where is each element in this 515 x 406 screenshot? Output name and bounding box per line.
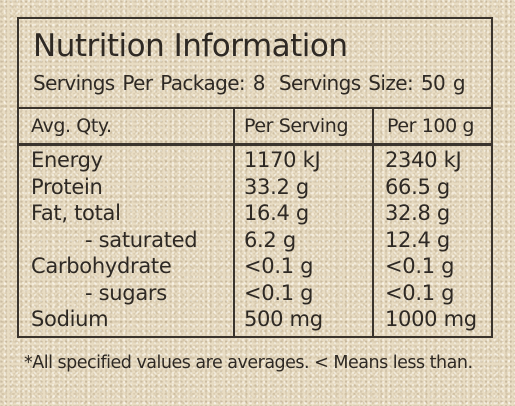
- nutrient-label: - saturated: [85, 227, 198, 252]
- table-row: Carbohydrate <0.1 g <0.1 g: [19, 253, 491, 279]
- table-row: Energy 1170 kJ 2340 kJ: [19, 147, 491, 173]
- per-100g-value: 1000 mg: [385, 307, 477, 331]
- per-100g-value: 66.5 g: [385, 174, 450, 199]
- per-100g-value: 2340 kJ: [385, 148, 462, 172]
- per-serving-value: <0.1 g: [244, 254, 314, 278]
- serving-size: Servings Size: 50 g: [278, 71, 466, 95]
- nutrient-label: Energy: [31, 148, 103, 172]
- per-100g-value: 12.4 g: [385, 227, 450, 252]
- divider-top: [19, 107, 491, 109]
- footnote: *All specified values are averages. < Me…: [24, 353, 473, 373]
- nutrient-label: Fat, total: [31, 201, 121, 225]
- header-per-100g: Per 100 g: [387, 115, 475, 137]
- servings-line: Servings Per Package: 8 Servings Size: 50…: [33, 70, 466, 96]
- nutrient-label: - sugars: [85, 280, 167, 305]
- table-row: Sodium 500 mg 1000 mg: [19, 306, 491, 332]
- column-divider-2: [372, 108, 374, 338]
- nutrition-panel: Nutrition Information Servings Per Packa…: [17, 17, 493, 338]
- per-serving-value: <0.1 g: [244, 280, 314, 305]
- per-serving-value: 1170 kJ: [244, 148, 321, 172]
- per-serving-value: 500 mg: [244, 307, 323, 331]
- table-row: Fat, total 16.4 g 32.8 g: [19, 200, 491, 226]
- nutrient-label: Carbohydrate: [31, 254, 172, 278]
- divider-header: [19, 143, 491, 146]
- per-serving-value: 16.4 g: [244, 201, 309, 225]
- table-row: Protein 33.2 g 66.5 g: [19, 174, 491, 200]
- per-serving-value: 33.2 g: [244, 174, 309, 199]
- column-divider-1: [233, 108, 235, 338]
- servings-per-package: Servings Per Package: 8: [33, 71, 266, 95]
- per-serving-value: 6.2 g: [244, 227, 296, 252]
- panel-title: Nutrition Information: [33, 28, 348, 64]
- table-row: - saturated 6.2 g 12.4 g: [19, 227, 491, 253]
- per-100g-value: <0.1 g: [385, 254, 455, 278]
- per-100g-value: 32.8 g: [385, 201, 450, 225]
- header-per-serving: Per Serving: [244, 115, 349, 137]
- header-avg-qty: Avg. Qty.: [31, 115, 112, 137]
- nutrient-label: Sodium: [31, 307, 109, 331]
- nutrient-label: Protein: [31, 174, 103, 199]
- table-row: - sugars <0.1 g <0.1 g: [19, 280, 491, 306]
- per-100g-value: <0.1 g: [385, 280, 455, 305]
